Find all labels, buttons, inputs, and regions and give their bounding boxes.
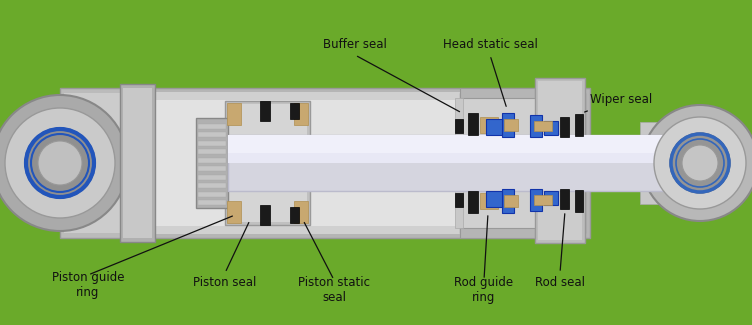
Bar [198, 149, 226, 154]
Bar [463, 96, 582, 230]
Bar [198, 140, 226, 146]
Bar [640, 122, 700, 204]
Text: Buffer seal: Buffer seal [323, 38, 387, 51]
Text: Head static seal: Head static seal [443, 38, 538, 51]
Bar [480, 117, 498, 133]
Bar [502, 189, 514, 213]
Circle shape [0, 95, 128, 231]
Bar [133, 92, 586, 234]
Bar [198, 183, 226, 188]
Bar [228, 135, 720, 163]
Circle shape [654, 117, 746, 209]
Bar [225, 101, 310, 225]
Bar [502, 113, 514, 137]
Circle shape [682, 145, 718, 181]
Bar [460, 93, 585, 233]
Bar [130, 88, 590, 238]
Bar [486, 119, 502, 135]
Bar [480, 193, 498, 209]
Bar [294, 201, 308, 223]
Bar [227, 103, 241, 125]
Bar [196, 118, 228, 208]
Bar [575, 114, 583, 136]
Bar [534, 121, 552, 131]
Text: Piston seal: Piston seal [193, 277, 256, 290]
Circle shape [38, 141, 82, 185]
Bar [535, 78, 585, 243]
Text: Rod seal: Rod seal [535, 277, 585, 290]
Text: Piston guide
ring: Piston guide ring [52, 271, 124, 299]
Bar [198, 132, 226, 137]
Bar [455, 193, 463, 207]
Text: Piston static
seal: Piston static seal [298, 276, 370, 304]
Bar [504, 119, 518, 131]
Bar [198, 166, 226, 171]
Bar [530, 189, 542, 211]
Bar [290, 103, 299, 119]
Text: Rod guide
ring: Rod guide ring [454, 276, 514, 304]
Bar [455, 119, 463, 133]
Circle shape [670, 133, 730, 193]
Bar [468, 113, 478, 135]
Bar [560, 117, 569, 137]
Bar [260, 101, 270, 121]
Bar [544, 121, 558, 135]
Bar [455, 98, 463, 228]
Bar [123, 88, 152, 238]
Bar [530, 115, 542, 137]
Bar [538, 81, 582, 240]
Bar [460, 228, 535, 238]
Bar [138, 100, 566, 226]
Bar [468, 191, 478, 213]
Bar [260, 205, 270, 225]
Bar [228, 104, 307, 222]
Bar [64, 93, 146, 233]
Circle shape [5, 108, 115, 218]
Bar [560, 189, 569, 209]
Bar [198, 200, 226, 205]
Bar [544, 191, 558, 205]
Bar [290, 207, 299, 223]
Bar [486, 191, 502, 207]
Bar [120, 84, 155, 242]
Bar [504, 195, 518, 207]
Bar [228, 135, 720, 153]
Bar [198, 175, 226, 179]
Circle shape [25, 128, 95, 198]
Text: Wiper seal: Wiper seal [590, 94, 652, 107]
Bar [460, 88, 535, 98]
Bar [198, 124, 226, 128]
Bar [227, 201, 241, 223]
Bar [294, 103, 308, 125]
Bar [575, 190, 583, 212]
Bar [198, 191, 226, 197]
Bar [198, 158, 226, 162]
Bar [60, 88, 150, 238]
Circle shape [642, 105, 752, 221]
Bar [534, 195, 552, 205]
Bar [228, 135, 720, 191]
